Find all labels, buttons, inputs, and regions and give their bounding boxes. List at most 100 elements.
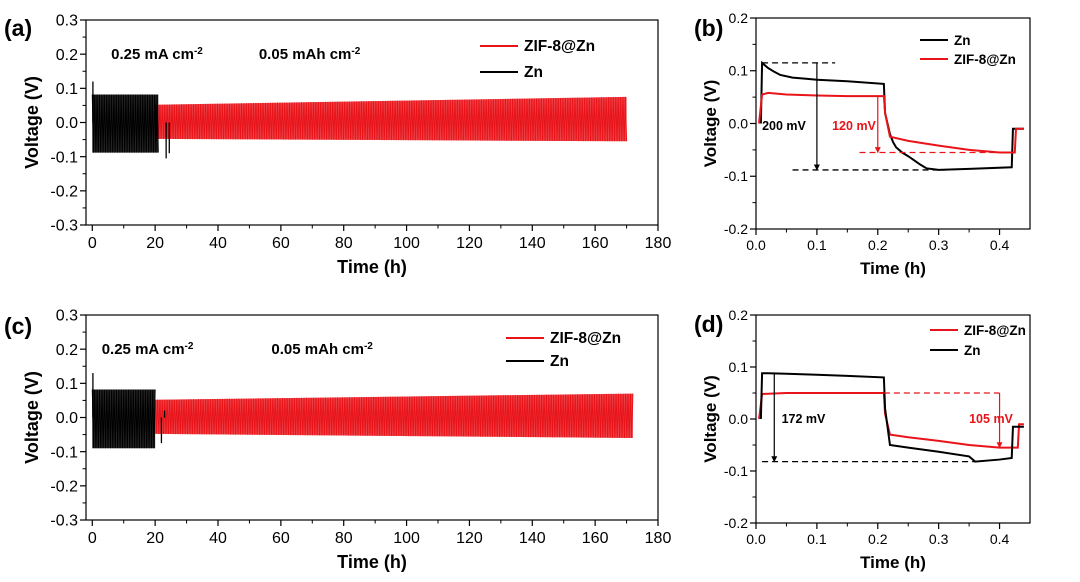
plot-area [91, 81, 628, 159]
x-tick-label: 40 [209, 530, 227, 547]
y-tick-label: 0.0 [56, 410, 78, 427]
panel-a: 0 20 40 60 80 100 120 140 160 180 -0.3 -0.2 -0.1 0.0 0… [4, 13, 671, 277]
panel-b: 0.0 0.1 0.2 0.3 0.4 -0.2 -0.1 0.0 0.1 0.2 Time (h)… [694, 10, 1031, 278]
x-tick-label: 100 [393, 530, 420, 547]
panel-d: 0.0 0.1 0.2 0.3 0.4 -0.2 -0.1 0.0 0.1 0.2 Time (h)… [694, 307, 1031, 572]
y-tick-label: 0.3 [56, 13, 78, 30]
superscript: -2 [194, 46, 203, 57]
x-tick-label: 0.4 [990, 237, 1010, 253]
panel-c: 0 20 40 60 80 100 120 140 160 180 -0.3 -0.2 -0.1 0.0 0… [4, 308, 671, 572]
superscript: -2 [185, 341, 194, 352]
x-tick-label: 0 [88, 235, 97, 252]
condition-annotation: 0.05 mAh cm-2 [271, 341, 373, 359]
series-zif-8-zn-line [758, 91, 1024, 154]
legend-label: Zn [550, 353, 569, 370]
legend-label: ZIF-8@Zn [964, 323, 1026, 338]
y-tick-label: -0.2 [724, 221, 748, 237]
panel-label: (b) [694, 15, 723, 41]
x-tick-label: 0.0 [746, 531, 766, 547]
y-axis-label: Voltage (V) [22, 76, 42, 169]
legend-label: Zn [964, 343, 981, 358]
series-zn-line [759, 60, 1024, 171]
y-tick-label: -0.2 [50, 183, 78, 200]
x-axis-label: Time (h) [337, 552, 407, 572]
x-tick-label: 0.3 [929, 237, 949, 253]
y-tick-label: -0.2 [50, 478, 78, 495]
x-tick-label: 0.1 [807, 237, 827, 253]
y-tick-label: 0.3 [56, 308, 78, 325]
y-tick-label: -0.1 [724, 168, 748, 184]
condition-annotation: 0.25 mA cm-2 [102, 341, 194, 359]
x-tick-label: 160 [582, 530, 609, 547]
plot-area [758, 372, 1024, 463]
delta-v-annotation: 172 mV [782, 412, 826, 426]
y-tick-label: 0.0 [729, 115, 749, 131]
x-tick-label: 160 [582, 235, 609, 252]
y-axis-label: Voltage (V) [22, 371, 42, 464]
x-axis-label: Time (h) [860, 553, 926, 572]
legend-label: Zn [524, 64, 543, 81]
y-tick-label: -0.2 [724, 515, 748, 531]
legend-label: ZIF-8@Zn [954, 52, 1016, 67]
y-tick-label: 0.1 [56, 376, 78, 393]
delta-v-annotation: 120 mV [832, 119, 876, 133]
condition-annotation: 0.25 mA cm-2 [111, 46, 203, 64]
x-tick-label: 0.1 [807, 531, 827, 547]
x-tick-label: 140 [519, 530, 546, 547]
y-tick-label: -0.1 [50, 149, 78, 166]
x-tick-label: 20 [146, 530, 164, 547]
x-tick-label: 20 [146, 235, 164, 252]
y-tick-label: -0.3 [50, 513, 78, 530]
x-tick-label: 0.2 [868, 237, 888, 253]
y-tick-label: 0.1 [729, 63, 749, 79]
x-tick-label: 120 [456, 530, 483, 547]
legend-label: Zn [954, 33, 971, 48]
y-tick-label: 0.0 [729, 411, 749, 427]
x-tick-label: 0.2 [868, 531, 888, 547]
x-tick-label: 140 [519, 235, 546, 252]
delta-v-annotation: 200 mV [762, 119, 806, 133]
x-tick-label: 0.3 [929, 531, 949, 547]
x-tick-label: 0 [88, 530, 97, 547]
legend-label: ZIF-8@Zn [550, 330, 621, 347]
x-tick-label: 180 [645, 530, 672, 547]
panel-label: (c) [4, 313, 32, 339]
y-tick-label: 0.1 [56, 81, 78, 98]
x-tick-label: 100 [393, 235, 420, 252]
x-tick-label: 120 [456, 235, 483, 252]
y-tick-label: -0.1 [50, 444, 78, 461]
panel-label: (a) [4, 15, 32, 41]
x-axis-label: Time (h) [860, 259, 926, 278]
x-tick-label: 60 [272, 235, 290, 252]
x-axis-label: Time (h) [337, 257, 407, 277]
y-tick-label: 0.2 [729, 307, 749, 323]
x-tick-label: 0.0 [746, 237, 766, 253]
x-tick-label: 80 [335, 530, 353, 547]
plot-area [758, 60, 1024, 171]
x-tick-label: 180 [645, 235, 672, 252]
superscript: -2 [364, 341, 373, 352]
x-tick-label: 60 [272, 530, 290, 547]
y-axis-label: Voltage (V) [701, 375, 720, 463]
condition-annotation: 0.05 mAh cm-2 [259, 46, 361, 64]
legend-label: ZIF-8@Zn [524, 38, 595, 55]
superscript: -2 [351, 46, 360, 57]
series-zif-8-zn-line [154, 393, 634, 439]
y-tick-label: -0.1 [724, 463, 748, 479]
y-tick-label: -0.3 [50, 218, 78, 235]
series-zn-line [91, 94, 159, 153]
delta-v-annotation: 105 mV [969, 412, 1013, 426]
y-axis-label: Voltage (V) [701, 80, 720, 168]
y-tick-label: 0.2 [729, 10, 749, 26]
y-tick-label: 0.2 [56, 47, 78, 64]
series-zn-line [91, 389, 156, 449]
y-tick-label: 0.2 [56, 342, 78, 359]
x-tick-label: 40 [209, 235, 227, 252]
x-tick-label: 0.4 [990, 531, 1010, 547]
y-tick-label: 0.0 [56, 115, 78, 132]
series-zn-line [759, 372, 1024, 463]
series-zif-8-zn-line [154, 96, 628, 142]
x-tick-label: 80 [335, 235, 353, 252]
y-tick-label: 0.1 [729, 359, 749, 375]
